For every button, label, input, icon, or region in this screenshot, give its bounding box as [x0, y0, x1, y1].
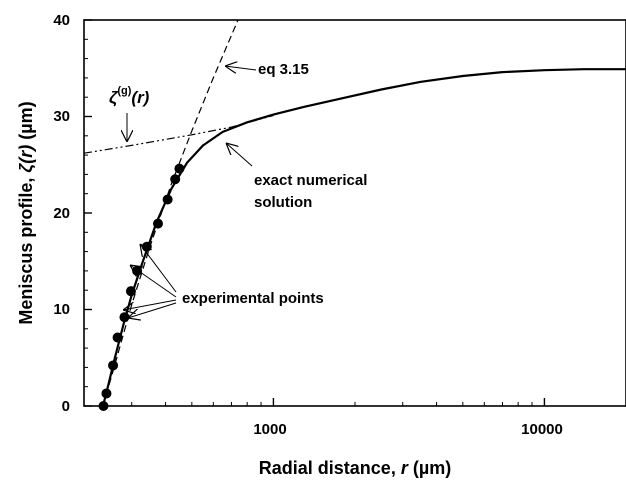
eq315-dashed-line	[102, 19, 239, 407]
arrow-eq315	[225, 66, 257, 70]
arrow-exp-1	[140, 244, 177, 293]
arrow-exp-3	[123, 299, 177, 310]
arrow-exp-4	[128, 302, 177, 318]
y-axis-label: Meniscus profile, ζ(r) (µm)	[16, 101, 37, 324]
y-axis-ticks	[84, 19, 92, 407]
y-tick-label-40: 40	[53, 12, 70, 29]
y-tick-label-10: 10	[53, 301, 70, 318]
exact-solution-line	[101, 68, 626, 407]
experimental-point	[98, 401, 109, 411]
x-axis-ticks	[131, 398, 546, 406]
experimental-point	[119, 312, 130, 323]
arrow-exp-2	[130, 265, 177, 298]
experimental-point	[101, 388, 112, 399]
y-tick-label-30: 30	[53, 108, 70, 125]
annotation-exact-numerical: exact numerical	[254, 172, 367, 189]
x-axis-label: Radial distance, r (µm)	[259, 458, 451, 478]
experimental-point	[112, 332, 123, 343]
experimental-point	[162, 194, 173, 205]
zeta-g-dash-dot-line	[83, 114, 274, 154]
series-layer	[83, 19, 626, 407]
experimental-point	[170, 174, 181, 185]
y-tick-label-0: 0	[62, 398, 70, 415]
annotation-solution: solution	[254, 194, 312, 211]
annotation-experimental-points: experimental points	[182, 290, 324, 307]
plot-frame	[83, 19, 626, 407]
experimental-point	[108, 360, 119, 371]
experimental-point	[141, 241, 152, 252]
x-tick-label-1000: 1000	[253, 421, 286, 438]
arrow-exact-solution	[226, 143, 253, 167]
y-tick-label-20: 20	[53, 205, 70, 222]
annotation-zeta-g: ζ(g)(r)	[109, 85, 150, 107]
experimental-point	[152, 218, 163, 229]
x-tick-label-10000: 10000	[521, 421, 563, 438]
experimental-point	[125, 286, 136, 297]
annotation-arrows	[123, 66, 257, 318]
annotation-eq315: eq 3.15	[258, 61, 309, 78]
experimental-point	[174, 163, 185, 174]
